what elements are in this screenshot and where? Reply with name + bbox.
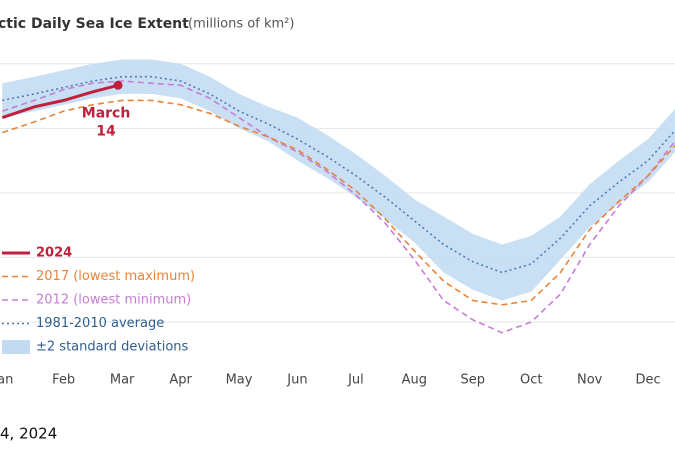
chart-title: ctic Daily Sea Ice Extent: [0, 16, 189, 32]
x-tick-label: Feb: [52, 373, 75, 388]
x-tick-label: Nov: [577, 373, 603, 388]
std-band: [2, 59, 675, 301]
series-line: [2, 99, 675, 306]
legend-label: ±2 standard deviations: [36, 340, 189, 355]
x-tick-label: Apr: [169, 373, 192, 388]
x-tick-label: Dec: [636, 373, 661, 388]
x-tick-label: Oct: [520, 373, 542, 388]
footer: 4, 2024: [0, 425, 57, 443]
x-tick-label: Mar: [110, 373, 135, 388]
annotation: March 14: [82, 105, 131, 139]
x-tick-label: Sep: [461, 373, 486, 388]
x-tick-label: Jun: [286, 373, 307, 388]
legend-swatch: [2, 340, 30, 354]
x-tick-label: May: [226, 373, 253, 388]
x-tick-label: Aug: [402, 373, 427, 388]
legend-label: 1981-2010 average: [36, 316, 164, 331]
x-tick-label: Jul: [347, 373, 364, 388]
series-line: [2, 80, 675, 334]
annotation-point: [113, 80, 123, 90]
legend-label: 2017 (lowest maximum): [36, 269, 195, 284]
legend-label: 2012 (lowest minimum): [36, 293, 191, 308]
chart-subtitle: (millions of km²): [188, 17, 294, 32]
legend-label: 2024: [36, 246, 72, 261]
x-tick-label: an: [0, 373, 13, 388]
series-line: [1, 83, 119, 120]
